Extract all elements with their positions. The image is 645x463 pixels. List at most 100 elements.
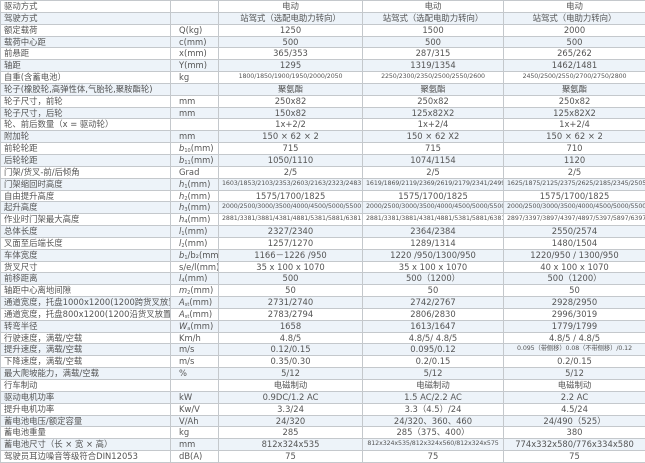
spec-value-model-3: 774x332x580/776x334x580 (504, 439, 645, 451)
spec-label: 蓄电池重量 (1, 427, 171, 439)
spec-label: 前移距离 (1, 273, 171, 285)
spec-value-model-1: 285 (219, 427, 363, 439)
spec-label: 提升电机功率 (1, 403, 171, 415)
spec-value-model-2: 4.8/5/ 4.8/5 (363, 332, 504, 344)
spec-label: 蓄电池尺寸（长 × 宽 × 高） (1, 439, 171, 451)
spec-value-model-2: 75 (363, 451, 504, 463)
unit-text: (mm) (190, 285, 213, 295)
spec-unit: kg (171, 427, 219, 439)
spec-label: 轴距中心离地间隙 (1, 285, 171, 297)
spec-value-model-1: 500 (219, 273, 363, 285)
unit-text: (mm) (191, 155, 214, 165)
spec-value-model-1: 2327/2340 (219, 226, 363, 238)
spec-value-model-2: 125x82X2 (363, 107, 504, 119)
spec-value-model-3: 125x82X2 (504, 107, 645, 119)
spec-label: 通道宽度，托盘800x1200(1200沿货叉放置) (1, 308, 171, 320)
spec-label: 自重(含蓄电池） (1, 72, 171, 84)
spec-value-model-2: 2250/2300/2350/2500/2550/2600 (363, 72, 504, 84)
spec-value-model-1: 5/12 (219, 368, 363, 380)
spec-unit: Wa(mm) (171, 320, 219, 332)
spec-label: 轮子(橡胶轮,高弹性体,气胎轮,聚胺酯轮) (1, 83, 171, 95)
spec-unit: l4(mm) (171, 273, 219, 285)
spec-unit: Kw/V (171, 403, 219, 415)
unit-text: (mm) (188, 191, 211, 201)
spec-unit: V/Ah (171, 415, 219, 427)
spec-value-model-3: 2996/3019 (504, 308, 645, 320)
spec-value-model-1: 电磁制动 (219, 380, 363, 392)
spec-unit: m/s (171, 356, 219, 368)
spec-value-model-3: 2/5 (504, 166, 645, 178)
unit-text: mm (179, 108, 195, 118)
unit-symbol: m (179, 285, 187, 295)
spec-unit: kW (171, 391, 219, 403)
spec-value-model-2: 1500 (363, 24, 504, 36)
spec-label: 提升速度，满载/空载 (1, 344, 171, 356)
spec-label: 前轮轮距 (1, 143, 171, 155)
unit-text: kg (179, 72, 189, 82)
spec-value-model-3: 2450/2500/2550/2700/2750/2800 (504, 72, 645, 84)
spec-value-model-2: 2364/2384 (363, 226, 504, 238)
spec-value-model-2: 812x324x535/812x324x560/812x324x575 (363, 439, 504, 451)
spec-value-model-2: 电磁制动 (363, 380, 504, 392)
spec-label: 自由提升高度 (1, 190, 171, 202)
spec-value-model-1: 1575/1700/1825 (219, 190, 363, 202)
spec-value-model-1: 1250 (219, 24, 363, 36)
unit-text: dB(A) (179, 451, 202, 461)
spec-label: 轮子尺寸，后轮 (1, 107, 171, 119)
spec-value-model-3: 2000/2500/3000/3500/4000/4500/5000/5500 (504, 202, 645, 214)
spec-unit: x(mm) (171, 48, 219, 60)
spec-value-model-1: 35 x 100 x 1070 (219, 261, 363, 273)
unit-text: mm (179, 96, 195, 106)
table-row: 驾驶方式站驾式（选配电助力转向）站驾式（选配电助力转向）站驾式（电助力转向） (1, 12, 645, 24)
spec-value-model-2: 500（1200） (363, 273, 504, 285)
spec-label: 行驶速度，满载/空载 (1, 332, 171, 344)
spec-unit: Grad (171, 166, 219, 178)
spec-value-model-3: 1480/1504 (504, 237, 645, 249)
spec-value-model-2: 2/5 (363, 166, 504, 178)
spec-value-model-2: 1619/1869/2119/2369/2619/2179/2341/2499 (363, 178, 504, 190)
spec-value-model-1: 1295 (219, 60, 363, 72)
spec-value-model-2: 3.3（4.5）/24 (363, 403, 504, 415)
spec-value-model-2: 1613/1647 (363, 320, 504, 332)
spec-value-model-1: 2/5 (219, 166, 363, 178)
table-row: 行车制动电磁制动电磁制动电磁制动 (1, 380, 645, 392)
spec-value-model-2: 1220 /950/1300/950 (363, 249, 504, 261)
spec-value-model-2: 1.5 AC/2.2 AC (363, 391, 504, 403)
spec-label: 总体长度 (1, 226, 171, 238)
spec-value-model-3: 500 (504, 36, 645, 48)
spec-value-model-3: 1x+2/4 (504, 119, 645, 131)
spec-unit (171, 83, 219, 95)
spec-value-model-3: 4.5/24 (504, 403, 645, 415)
spec-label: 转弯半径 (1, 320, 171, 332)
unit-text: /b₂(mm) (188, 250, 219, 260)
spec-value-model-3: 2928/2950 (504, 297, 645, 309)
spec-value-model-3: 265/262 (504, 48, 645, 60)
spec-value-model-3: 0.095（带侧移）0.08（不带侧移）/0.12 (504, 344, 645, 356)
spec-value-model-2: 0.2/0.15 (363, 356, 504, 368)
spec-value-model-1: 812x324x535 (219, 439, 363, 451)
spec-value-model-1: 2000/2500/3000/3500/4000/4500/5000/5500 (219, 202, 363, 214)
unit-text: (mm) (185, 226, 208, 236)
spec-unit: m/s (171, 344, 219, 356)
spec-value-model-2: 1074/1154 (363, 154, 504, 166)
spec-value-model-3: 1779/1799 (504, 320, 645, 332)
spec-value-model-1: 2881/3381/3881/4381/4881/5381/5881/6381 (219, 214, 363, 226)
spec-value-model-1: 715 (219, 143, 363, 155)
table-row: 通道宽度，托盘1000x1200(1200跨货叉放置)Ast(mm)2731/2… (1, 297, 645, 309)
spec-label: 叉面至后端长度 (1, 237, 171, 249)
spec-value-model-2: 2806/2830 (363, 308, 504, 320)
spec-value-model-1: 150x82 (219, 107, 363, 119)
